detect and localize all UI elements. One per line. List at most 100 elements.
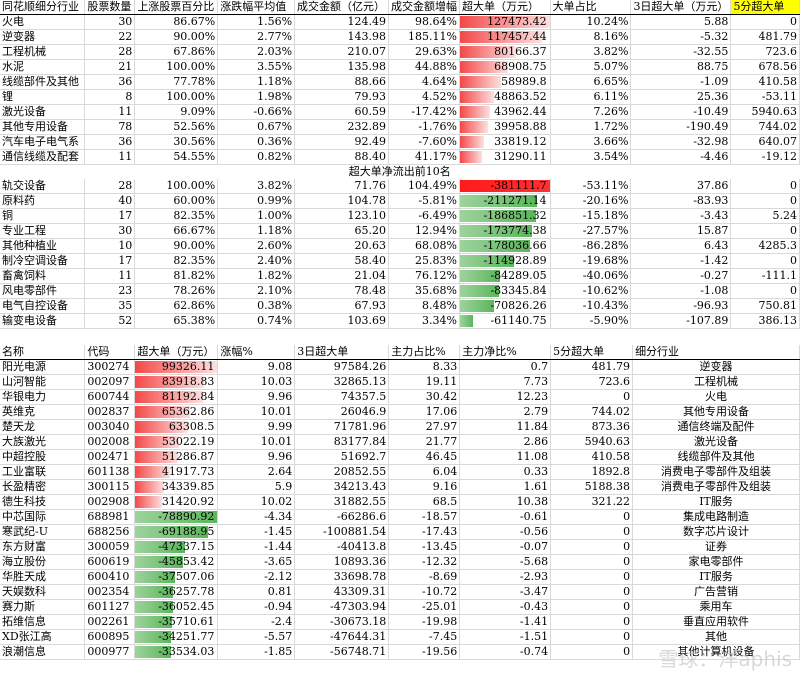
table-cell: 744.02 [550, 404, 634, 420]
table-row: 汽车电子电气系 36 30.56% 0.36% 92.49 -7.60% 33819.12 3… [0, 134, 800, 150]
table-cell: 22 [84, 29, 136, 45]
column-header[interactable]: 主力占比% [388, 345, 461, 360]
stock-code: 300059 [84, 539, 136, 555]
bar-fill [459, 136, 485, 148]
stock-code: 600744 [84, 389, 136, 405]
super-large-order-cell: -84289.05 [459, 268, 551, 284]
table-cell: -1.09 [630, 74, 732, 90]
super-large-order-cell: -211271.14 [459, 193, 551, 209]
bar-value: 63308.5 [168, 420, 215, 433]
bar-value: -78890.92 [158, 510, 215, 523]
column-header[interactable]: 成交金额增幅 [388, 0, 460, 15]
table-cell: 2.40% [217, 253, 296, 269]
table-cell: 321.22 [550, 494, 634, 510]
stock-name: 德生科技 [0, 494, 86, 510]
table-cell: 5.88 [630, 14, 732, 30]
table-cell: 100.00% [134, 179, 219, 194]
column-header[interactable]: 上涨股票百分比 [134, 0, 219, 15]
table-cell: 10.01 [217, 404, 296, 420]
table-cell: 4.52% [388, 89, 460, 105]
table-cell: 58.40 [294, 253, 389, 269]
table-cell: 26046.9 [294, 404, 390, 420]
column-header[interactable]: 成交金额（亿元） [294, 0, 389, 15]
table-cell: -0.43 [459, 599, 552, 615]
bar-value: -45853.42 [158, 555, 215, 568]
table-cell: 2.10% [217, 283, 296, 299]
table-cell: 65.38% [134, 313, 219, 329]
column-header[interactable]: 涨跌幅平均值 [217, 0, 296, 15]
table-cell: 481.79 [550, 359, 634, 375]
bar-fill [459, 16, 550, 28]
table-cell: 23 [84, 283, 136, 299]
sub-industry: IT服务 [632, 494, 800, 510]
table-cell: -40413.8 [294, 539, 390, 555]
table-cell: 81.82% [134, 268, 219, 284]
sub-industry: 线缆部件及其他 [632, 449, 800, 465]
table-cell: 54.55% [134, 149, 219, 165]
column-header[interactable]: 同花顺细分行业 [0, 0, 86, 15]
table-cell: 0 [550, 539, 634, 555]
column-header[interactable]: 名称 [0, 345, 86, 360]
stock-name: 东方财富 [0, 539, 86, 555]
super-large-order-cell: 51286.87 [134, 449, 219, 465]
super-large-order-cell: -37507.06 [134, 569, 219, 585]
table-cell: 19.11 [388, 374, 461, 390]
column-header[interactable]: 3日超大单 [294, 345, 390, 360]
column-header[interactable]: 代码 [84, 345, 136, 360]
bar-value: -37507.06 [158, 570, 215, 583]
stock-name: 长盈精密 [0, 479, 86, 495]
table-cell: 30.56% [134, 134, 219, 150]
column-header[interactable]: 股票数量 [84, 0, 136, 15]
table-cell: 10 [84, 238, 136, 254]
column-header[interactable]: 细分行业 [632, 345, 800, 360]
stock-row: 山河智能 002097 83918.83 10.03 32865.13 19.11 7.73… [0, 374, 800, 390]
table-cell: 67.86% [134, 44, 219, 60]
super-large-order-cell: -33534.03 [134, 644, 219, 660]
table-cell: 5.07% [550, 59, 632, 75]
table-cell: 2.86 [459, 434, 552, 450]
stock-code: 600410 [84, 569, 136, 585]
table-cell: 0 [730, 223, 800, 239]
super-large-order-cell: 33819.12 [459, 134, 551, 150]
stock-name: 楚天龙 [0, 419, 86, 435]
table-cell: -83.93 [630, 193, 732, 209]
column-header[interactable]: 大单占比 [550, 0, 632, 15]
column-header[interactable]: 超大单（万元） [459, 0, 551, 15]
table-cell: 185.11% [388, 29, 460, 45]
super-large-order-cell: 83918.83 [134, 374, 219, 390]
table-cell: 640.07 [730, 134, 800, 150]
super-large-order-cell: 99326.11 [134, 359, 219, 375]
column-header[interactable]: 3日超大单（万元） [630, 0, 732, 15]
column-header[interactable]: 5分超大单 [550, 345, 634, 360]
stock-row: 华银电力 600744 81192.84 9.96 74357.5 30.42 12.23 0… [0, 389, 800, 405]
column-header[interactable]: 5分超大单 [730, 0, 800, 15]
table-cell: -10.49 [630, 104, 732, 120]
industry-name: 逆变器 [0, 29, 86, 45]
table-cell: -10.72 [388, 584, 461, 600]
table-cell: 5940.63 [550, 434, 634, 450]
column-header[interactable]: 主力净比% [459, 345, 552, 360]
table-cell: 28 [84, 179, 136, 194]
table-cell: -40.06% [550, 268, 632, 284]
table-cell: 3.34% [388, 313, 460, 329]
table-cell: 1.72% [550, 119, 632, 135]
stock-row: 中超控股 002471 51286.87 9.96 51692.7 46.45 11.08 4… [0, 449, 800, 465]
table-cell: 124.49 [294, 14, 389, 30]
stock-name: 华银电力 [0, 389, 86, 405]
table-cell: 4285.3 [730, 238, 800, 254]
super-large-order-cell: 48863.52 [459, 89, 551, 105]
sub-industry: 其他计算机设备 [632, 644, 800, 660]
stock-name: 天娱数科 [0, 584, 86, 600]
table-cell: 0 [550, 584, 634, 600]
table-cell: 0 [730, 283, 800, 299]
column-header[interactable]: 涨幅% [217, 345, 296, 360]
stock-row: 德生科技 002908 31420.92 10.02 31882.55 68.5 10.38… [0, 494, 800, 510]
table-cell: 2.60% [217, 238, 296, 254]
industry-name: 火电 [0, 14, 86, 30]
table-row: 专业工程 30 66.67% 1.18% 65.20 12.94% -173774.38 -2… [0, 223, 800, 239]
column-header[interactable]: 超大单（万元） [134, 345, 219, 360]
table-row: 畜禽饲料 11 81.82% 1.82% 21.04 76.12% -84289.05 -40… [0, 268, 800, 284]
bar-value: -173774.38 [483, 224, 547, 237]
table-cell: 52 [84, 313, 136, 329]
stock-row: 中芯国际 688981 -78890.92 -4.34 -66286.6 -18.57 -0… [0, 509, 800, 525]
